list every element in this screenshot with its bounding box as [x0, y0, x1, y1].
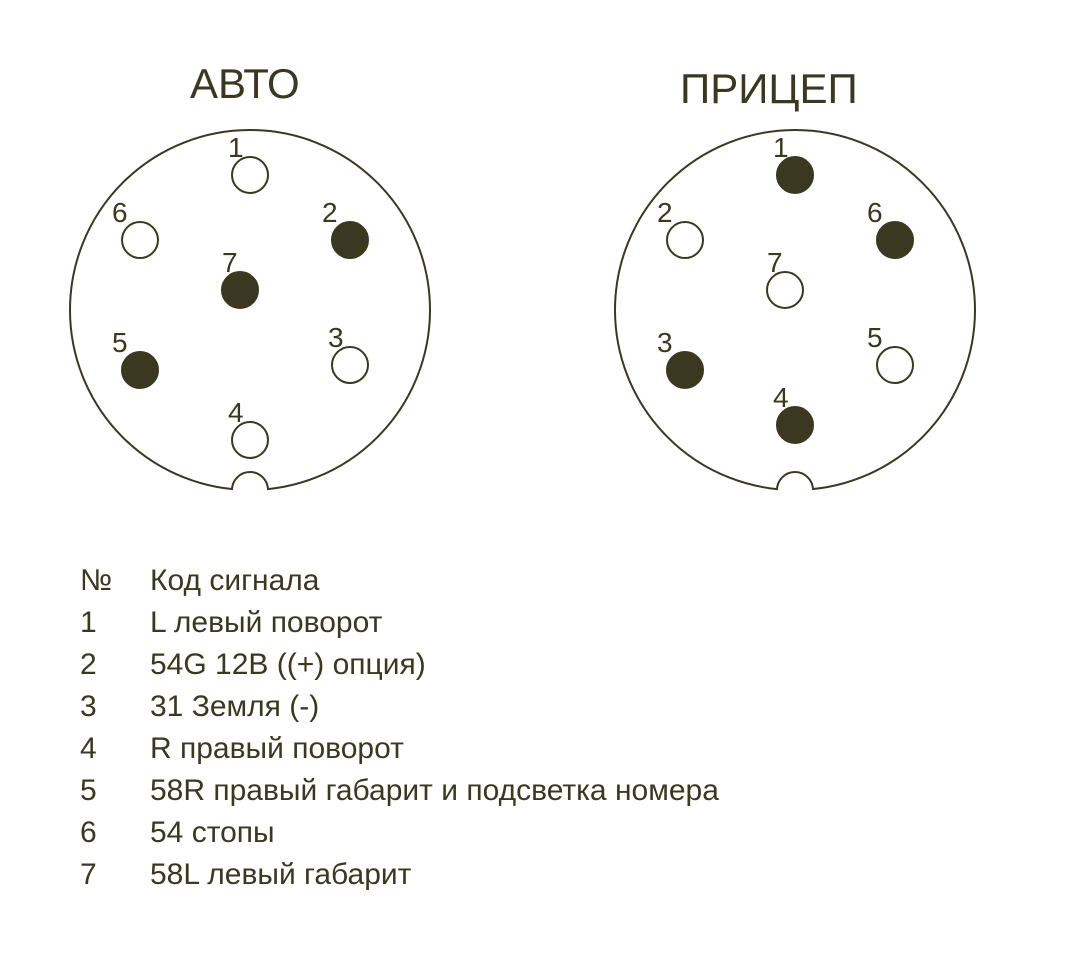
legend-row-text: 31 Земля (-) [150, 686, 319, 728]
pin-label-trailer-7: 7 [767, 247, 783, 278]
pin-label-auto-4: 4 [228, 397, 244, 428]
legend-row-num: 2 [80, 644, 150, 686]
legend-row-num: 5 [80, 770, 150, 812]
pin-label-trailer-1: 1 [773, 132, 789, 163]
legend-row-text: R правый поворот [150, 728, 404, 770]
legend-row-text: L левый поворот [150, 602, 382, 644]
legend-header-text: Код сигнала [150, 560, 319, 602]
legend-row-num: 4 [80, 728, 150, 770]
pin-label-auto-2: 2 [322, 197, 338, 228]
legend-row-text: 58R правый габарит и подсветка номера [150, 770, 719, 812]
legend-row: 4R правый поворот [80, 728, 719, 770]
legend-row: 1L левый поворот [80, 602, 719, 644]
legend-row-num: 6 [80, 812, 150, 854]
connectors-svg: 1 2 3 4 5 6 7 1 2 3 4 5 6 7 [0, 0, 1084, 540]
legend-row-text: 54 стопы [150, 812, 275, 854]
legend-row: 758L левый габарит [80, 854, 719, 896]
legend-row-num: 3 [80, 686, 150, 728]
pin-label-trailer-6: 6 [867, 197, 883, 228]
legend-row-text: 58L левый габарит [150, 854, 411, 896]
legend-row: 331 Земля (-) [80, 686, 719, 728]
legend-header: № Код сигнала [80, 560, 719, 602]
legend-row-num: 7 [80, 854, 150, 896]
legend-table: № Код сигнала 1L левый поворот254G 12В (… [80, 560, 719, 896]
pin-label-auto-1: 1 [228, 132, 244, 163]
pin-label-auto-7: 7 [222, 247, 238, 278]
legend-row: 558R правый габарит и подсветка номера [80, 770, 719, 812]
pin-label-auto-6: 6 [112, 197, 128, 228]
legend-row: 254G 12В ((+) опция) [80, 644, 719, 686]
legend-header-num: № [80, 560, 150, 602]
pin-label-trailer-2: 2 [657, 197, 673, 228]
pin-label-auto-5: 5 [112, 327, 128, 358]
pin-label-trailer-5: 5 [867, 322, 883, 353]
diagram-stage: АВТО ПРИЦЕП 12345671234567 № Код сигнала… [0, 0, 1084, 956]
pin-label-auto-3: 3 [328, 322, 344, 353]
pin-label-trailer-4: 4 [773, 382, 789, 413]
legend-row: 654 стопы [80, 812, 719, 854]
pin-label-trailer-3: 3 [657, 327, 673, 358]
legend-row-text: 54G 12В ((+) опция) [150, 644, 426, 686]
legend-row-num: 1 [80, 602, 150, 644]
